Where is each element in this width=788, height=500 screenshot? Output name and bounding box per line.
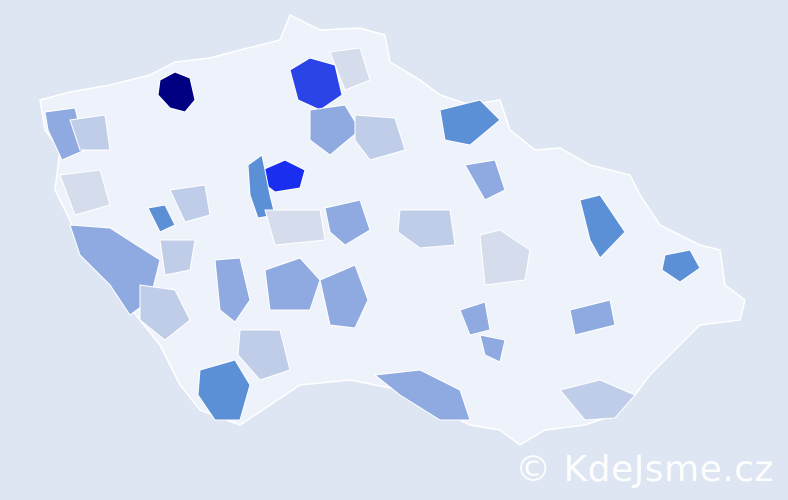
district-region: [354, 114, 406, 161]
district-region: [479, 334, 506, 363]
district-region: [661, 249, 701, 283]
district-region: [214, 257, 251, 323]
district-region: [59, 169, 111, 216]
district-region: [139, 284, 191, 341]
district-region: [309, 104, 361, 156]
district-region: [459, 301, 491, 336]
country-outline: [39, 13, 746, 446]
district-region: [147, 204, 176, 233]
district-region: [237, 329, 291, 381]
district-region: [579, 194, 626, 259]
district-region: [197, 359, 251, 421]
watermark-text: © KdeJsme.cz: [515, 449, 774, 490]
district-region: [169, 184, 211, 223]
district-region: [569, 299, 616, 336]
district-region: [264, 209, 326, 246]
district-region: [559, 379, 636, 421]
district-region: [264, 257, 321, 311]
district-region: [69, 114, 111, 151]
district-region: [329, 47, 371, 91]
district-region: [439, 99, 501, 146]
district-region: [319, 264, 369, 329]
district-region: [324, 199, 371, 246]
district-region: [373, 369, 471, 421]
district-region: [289, 57, 343, 111]
district-region: [464, 159, 506, 201]
district-region: [157, 71, 196, 113]
district-region: [397, 209, 456, 249]
district-region: [479, 229, 531, 286]
district-region: [159, 239, 196, 276]
